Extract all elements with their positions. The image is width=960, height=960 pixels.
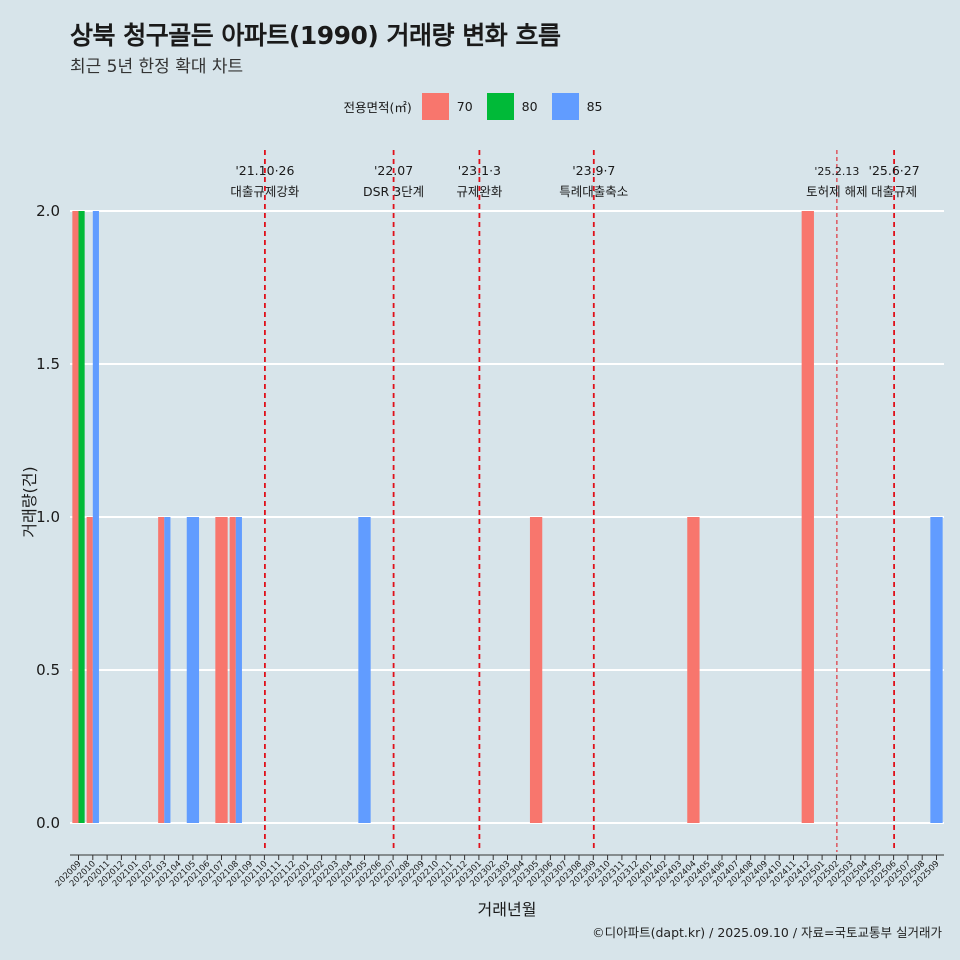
bar-202404-70 (687, 517, 700, 823)
bar-202009-80 (78, 211, 85, 823)
bar-202108-85 (235, 517, 242, 823)
event-date: '22.07 (374, 163, 413, 178)
event-date: '23.9·7 (572, 163, 615, 178)
bar-202509-85 (930, 517, 943, 823)
source-caption: ©디아파트(dapt.kr) / 2025.09.10 / 자료=국토교통부 실… (592, 925, 942, 940)
legend-swatch-85 (551, 93, 579, 120)
event-date: '25.6·27 (869, 163, 920, 178)
legend-label-85: 85 (586, 99, 603, 114)
bar-202009-70 (72, 211, 79, 823)
chart-title: 상북 청구골든 아파트(1990) 거래량 변화 흐름 (70, 21, 561, 50)
bar-202205-85 (358, 517, 371, 823)
legend-label-80: 80 (521, 99, 538, 114)
y-tick-label: 2.0 (36, 202, 60, 220)
legend-item-80: 80 (486, 93, 538, 120)
y-tick-label: 0.0 (36, 814, 60, 832)
x-axis-title: 거래년월 (478, 900, 537, 919)
event-date: '25.2.13 (814, 165, 859, 178)
event-label: 대출규제 (871, 184, 917, 199)
bar-202105-85 (186, 517, 200, 823)
event-label: 규제완화 (456, 184, 503, 199)
bar-202108-70 (229, 517, 236, 823)
event-label: 대출규제강화 (230, 184, 300, 199)
legend-title: 전용면적(㎡) (343, 100, 412, 115)
event-date: '23.1·3 (458, 163, 501, 178)
bar-202103-70 (158, 517, 165, 823)
event-label: DSR 3단계 (363, 184, 424, 199)
bar-202010-85 (92, 211, 99, 823)
legend-item-70: 70 (421, 93, 473, 120)
y-tick-label: 0.5 (36, 661, 60, 679)
y-tick-label: 1.0 (36, 508, 60, 526)
event-label: 토허제 해제 (806, 184, 867, 199)
event-label: 특례대출축소 (559, 184, 628, 199)
legend-item-85: 85 (551, 93, 603, 120)
bar-202107-70 (215, 517, 228, 823)
bar-202412-70 (801, 211, 814, 823)
legend-swatch-70 (421, 93, 449, 120)
chart-subtitle: 최근 5년 한정 확대 차트 (70, 57, 244, 77)
bar-202305-70 (529, 517, 543, 823)
y-tick-label: 1.5 (36, 355, 60, 373)
legend-swatch-80 (486, 93, 514, 120)
y-axis-title: 거래량(건) (20, 466, 39, 537)
legend: 전용면적(㎡) 70 80 85 (0, 93, 960, 120)
legend-label-70: 70 (456, 99, 473, 114)
event-date: '21.10·26 (235, 163, 294, 178)
bar-202010-70 (86, 517, 93, 823)
bar-202103-85 (164, 517, 171, 823)
